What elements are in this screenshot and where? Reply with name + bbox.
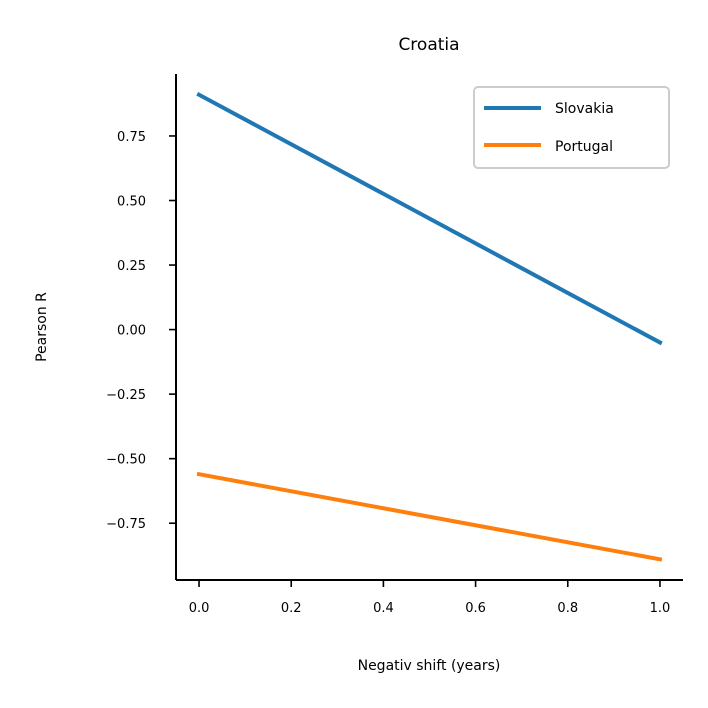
series-lines xyxy=(196,91,663,562)
x-ticks: 0.0 0.2 0.4 0.6 0.8 1.0 xyxy=(189,580,671,616)
y-ticks: 0.75 0.50 0.25 0.00 −0.25 −0.50 −0.75 xyxy=(106,130,176,532)
y-tick-label: 0.00 xyxy=(117,324,146,339)
y-tick-label: −0.50 xyxy=(106,453,146,468)
legend: Slovakia Portugal xyxy=(473,86,670,169)
x-tick-label: 0.6 xyxy=(465,601,486,616)
y-axis-label: Pearson R xyxy=(34,292,50,362)
x-axis-label: Negativ shift (years) xyxy=(358,658,501,674)
legend-label-slovakia: Slovakia xyxy=(555,101,614,117)
chart-title: Croatia xyxy=(398,35,459,55)
legend-label-portugal: Portugal xyxy=(555,139,613,155)
x-tick-label: 1.0 xyxy=(650,601,671,616)
axes xyxy=(175,74,683,581)
legend-box xyxy=(473,86,670,169)
y-tick-label: −0.75 xyxy=(106,517,146,532)
x-tick-label: 0.4 xyxy=(373,601,394,616)
series-line-slovakia xyxy=(196,91,663,346)
x-tick-label: 0.8 xyxy=(557,601,578,616)
y-tick-label: 0.25 xyxy=(117,259,146,274)
y-tick-label: −0.25 xyxy=(106,388,146,403)
x-tick-label: 0.2 xyxy=(281,601,302,616)
y-tick-label: 0.75 xyxy=(117,130,146,145)
series-line-portugal xyxy=(196,471,663,562)
y-tick-label: 0.50 xyxy=(117,195,146,210)
x-tick-label: 0.0 xyxy=(189,601,210,616)
